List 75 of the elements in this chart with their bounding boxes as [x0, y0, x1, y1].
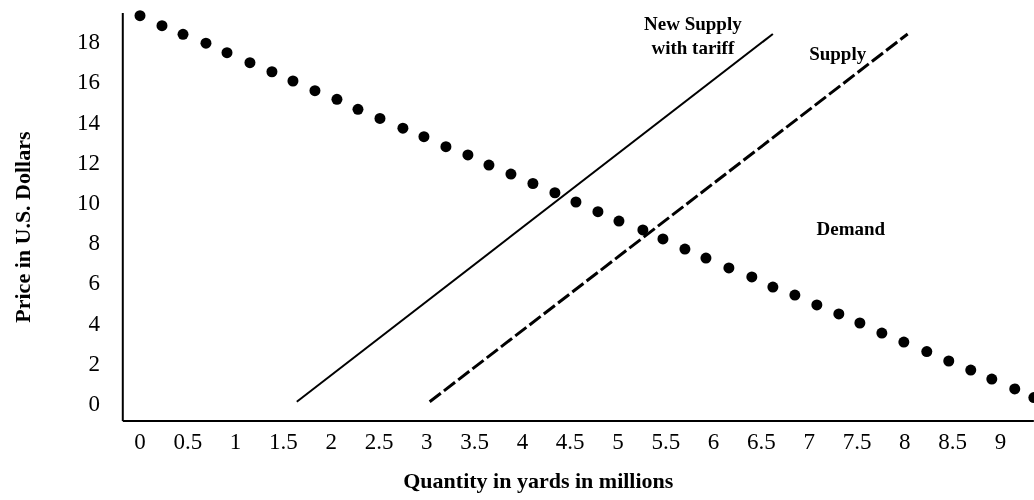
- point: [898, 336, 910, 348]
- point: [657, 233, 669, 245]
- y-tick-label: 2: [88, 350, 100, 376]
- point: [833, 308, 845, 320]
- x-tick-label: 7.5: [842, 429, 872, 454]
- y-tick-label: 12: [77, 149, 100, 175]
- x-tick-label: 1: [229, 429, 242, 454]
- point: [700, 252, 712, 264]
- point: [374, 112, 386, 124]
- point: [637, 224, 649, 236]
- x-tick-label: 8: [899, 429, 911, 454]
- point: [309, 85, 321, 97]
- point: [483, 159, 495, 171]
- point: [287, 75, 299, 87]
- point: [221, 47, 233, 59]
- y-tick-label: 8: [88, 230, 100, 256]
- x-tick-label: 5.5: [651, 429, 681, 454]
- x-tick-label: 3.5: [460, 429, 489, 454]
- point: [177, 28, 189, 40]
- x-tick-label: 5: [612, 429, 624, 454]
- point: [986, 373, 998, 385]
- point: [418, 131, 430, 143]
- point: [789, 289, 801, 301]
- x-tick-label: 0: [134, 429, 146, 454]
- y-tick-label: 16: [77, 69, 100, 95]
- point: [767, 281, 779, 293]
- point: [921, 346, 933, 358]
- point: [746, 271, 758, 283]
- point: [876, 327, 888, 339]
- point: [1009, 383, 1021, 395]
- point: [723, 262, 735, 274]
- x-tick-label: 2: [325, 429, 337, 454]
- point: [679, 243, 691, 255]
- x-tick-label: 6: [707, 429, 720, 454]
- point: [549, 187, 561, 199]
- text: Demand: [816, 217, 886, 239]
- point: [352, 103, 364, 115]
- point: [331, 93, 343, 105]
- point: [505, 168, 517, 180]
- y-axis-title: Price in U.S. Dollars: [10, 131, 35, 323]
- x-tick-label: 6.5: [747, 429, 776, 454]
- x-tick-label: 4.5: [555, 429, 585, 454]
- point: [156, 20, 168, 32]
- y-tick-label: 6: [88, 270, 100, 296]
- point: [570, 196, 582, 208]
- x-tick-label: 2.5: [364, 429, 394, 454]
- point: [397, 122, 409, 134]
- x-tick-label: 1.5: [269, 429, 298, 454]
- y-tick-label: 14: [77, 109, 101, 135]
- y-tick-label: 18: [77, 29, 100, 55]
- series-label: New Supply with tariff: [644, 12, 743, 58]
- point: [965, 364, 977, 376]
- point: [134, 10, 146, 22]
- y-tick-label: 0: [88, 391, 100, 417]
- y-tick-label: 10: [77, 190, 100, 216]
- x-axis-title: Quantity in yards in millions: [403, 468, 674, 493]
- x-tick-label: 4: [516, 429, 529, 454]
- series-label: Supply: [809, 42, 867, 64]
- x-tick-label: 3: [421, 429, 433, 454]
- point: [613, 215, 625, 227]
- point: [592, 206, 604, 218]
- point: [943, 355, 955, 367]
- point: [527, 178, 539, 190]
- point: [854, 317, 866, 329]
- x-tick-label: 7: [803, 429, 815, 454]
- x-tick-label: 8.5: [938, 429, 967, 454]
- point: [244, 57, 256, 69]
- point: [462, 149, 474, 161]
- x-tick-label: 0.5: [173, 429, 203, 454]
- x-tick-label: 9: [994, 429, 1007, 454]
- point: [266, 66, 278, 78]
- y-tick-label: 4: [88, 310, 101, 336]
- point: [440, 141, 452, 153]
- point: [200, 37, 212, 49]
- point: [811, 299, 823, 311]
